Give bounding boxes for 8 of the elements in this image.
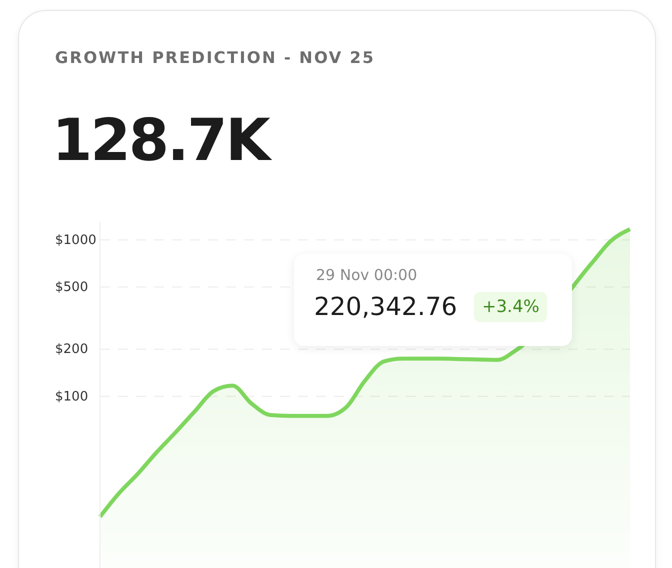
y-tick-label: $100 bbox=[55, 389, 88, 404]
annotation: +3.4% bbox=[474, 292, 548, 322]
y-tick-label: $500 bbox=[55, 280, 88, 295]
y-tick-label: $1000 bbox=[55, 232, 96, 248]
annotation: 29 Nov 00:00 bbox=[316, 266, 418, 284]
annotation: 220,342.76 bbox=[314, 292, 458, 321]
chart-title: GROWTH PREDICTION - NOV 25 bbox=[55, 48, 375, 67]
y-tick-label: $200 bbox=[55, 342, 88, 358]
